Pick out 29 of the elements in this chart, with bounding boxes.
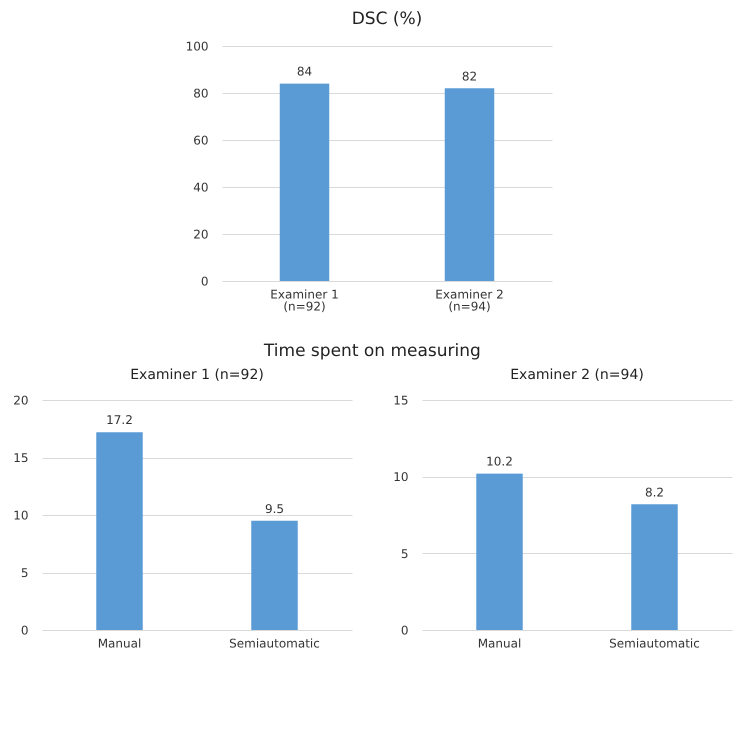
x-tick-label: Semiautomatic	[609, 636, 700, 650]
y-tick-label: 10	[13, 508, 28, 522]
y-tick-label: 80	[193, 86, 208, 100]
chart-title: Examiner 2 (n=94)	[510, 367, 644, 383]
y-tick-label: 20	[193, 228, 208, 242]
y-tick-label: 60	[193, 134, 208, 148]
data-label: 17.2	[106, 413, 133, 428]
y-tick-label: 5	[20, 566, 28, 580]
y-tick-label: 5	[400, 546, 408, 561]
y-tick-label: 10	[393, 470, 408, 484]
y-tick-label: 40	[193, 180, 208, 194]
x-tick-label: Manual	[98, 636, 142, 650]
x-tick-label: Semiautomatic	[229, 636, 320, 650]
data-label: 9.5	[264, 502, 284, 516]
y-tick-label: 15	[13, 451, 28, 465]
data-label: 10.2	[486, 454, 513, 469]
y-tick-label: 0	[400, 624, 408, 638]
data-label: 84	[296, 64, 312, 79]
y-tick-label: 20	[13, 394, 28, 408]
y-tick-label: 15	[393, 394, 408, 408]
x-tick-label: Manual	[478, 636, 522, 650]
y-tick-label: 100	[186, 40, 208, 54]
data-label: 8.2	[644, 485, 664, 500]
data-label: 82	[462, 69, 478, 84]
chart-title: DSC (%)	[352, 9, 422, 29]
chart-title: Examiner 1 (n=92)	[130, 367, 264, 383]
y-tick-label: 0	[20, 624, 28, 638]
text: Time spent on measuring	[262, 341, 481, 361]
y-tick-label: 0	[200, 274, 208, 288]
